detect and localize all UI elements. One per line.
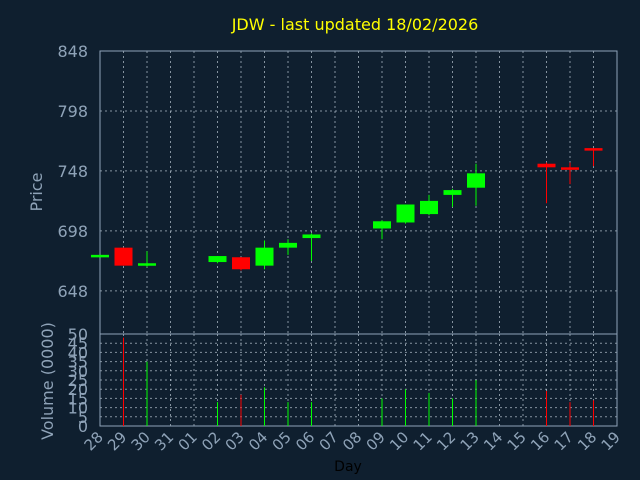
volume-tick-label: 40 bbox=[68, 343, 88, 362]
price-tick-label: 648 bbox=[57, 282, 88, 301]
volume-tick-label: 30 bbox=[68, 362, 88, 381]
candle-body bbox=[302, 234, 321, 239]
volume-tick-label: 15 bbox=[68, 389, 88, 408]
candle-body bbox=[467, 173, 485, 188]
x-tick-label: 04 bbox=[245, 428, 271, 454]
x-tick-label: 14 bbox=[480, 428, 506, 454]
volume-axis-label: Volume (0000) bbox=[38, 322, 57, 440]
volume-tick-label: 25 bbox=[68, 371, 88, 390]
x-tick-label: 18 bbox=[574, 428, 600, 454]
candle-body bbox=[279, 242, 297, 248]
x-tick-label: 15 bbox=[504, 428, 530, 454]
price-tick-label: 748 bbox=[57, 162, 88, 181]
volume-tick-label: 10 bbox=[68, 399, 88, 418]
volume-tick-label: 0 bbox=[78, 417, 88, 436]
x-tick-label: 30 bbox=[128, 428, 154, 454]
candle-body bbox=[443, 190, 462, 195]
x-tick-labels: 2829303101020304050607080910111213141516… bbox=[81, 428, 624, 454]
candle-body bbox=[396, 204, 415, 223]
candle-body bbox=[420, 200, 438, 215]
price-tick-label: 798 bbox=[57, 102, 88, 121]
x-tick-label: 07 bbox=[316, 428, 342, 454]
x-tick-label: 06 bbox=[292, 428, 318, 454]
x-tick-label: 03 bbox=[222, 428, 248, 454]
x-tick-label: 02 bbox=[198, 428, 224, 454]
price-panel: 848 798 748 698 648 bbox=[57, 42, 618, 335]
x-tick-label: 12 bbox=[433, 428, 459, 454]
x-axis-label: Day bbox=[334, 459, 362, 475]
x-tick-label: 19 bbox=[598, 428, 624, 454]
x-tick-label: 11 bbox=[410, 428, 436, 454]
candle-body bbox=[561, 167, 579, 170]
x-tick-label: 31 bbox=[151, 428, 177, 454]
volume-tick-label: 35 bbox=[68, 353, 88, 372]
x-tick-label: 13 bbox=[457, 428, 483, 454]
candle-body bbox=[537, 163, 556, 168]
candle-body bbox=[208, 256, 227, 263]
x-tick-label: 08 bbox=[339, 428, 365, 454]
volume-tick-label: 20 bbox=[68, 380, 88, 399]
x-tick-label: 01 bbox=[175, 428, 201, 454]
x-tick-label: 16 bbox=[527, 428, 553, 454]
volume-tick-label: 45 bbox=[68, 334, 88, 353]
chart-title: JDW - last updated 18/02/2026 bbox=[231, 15, 479, 34]
volume-tick-label: 50 bbox=[68, 325, 88, 344]
candle-body bbox=[255, 247, 274, 266]
x-tick-label: 09 bbox=[363, 428, 389, 454]
volume-plot-frame bbox=[99, 333, 618, 427]
price-axis-label: Price bbox=[27, 172, 46, 211]
candle-body bbox=[584, 148, 603, 151]
price-tick-label: 848 bbox=[57, 42, 88, 61]
candle-body bbox=[232, 257, 250, 270]
x-tick-label: 10 bbox=[386, 428, 412, 454]
x-tick-label: 17 bbox=[551, 428, 577, 454]
x-tick-label: 29 bbox=[104, 428, 130, 454]
candle-body bbox=[373, 221, 391, 229]
price-tick-label: 698 bbox=[57, 222, 88, 241]
candle-body bbox=[138, 263, 156, 266]
x-tick-label: 05 bbox=[269, 428, 295, 454]
volume-tick-label: 5 bbox=[78, 408, 88, 427]
candle-body bbox=[114, 247, 133, 266]
candle-body bbox=[91, 254, 109, 258]
